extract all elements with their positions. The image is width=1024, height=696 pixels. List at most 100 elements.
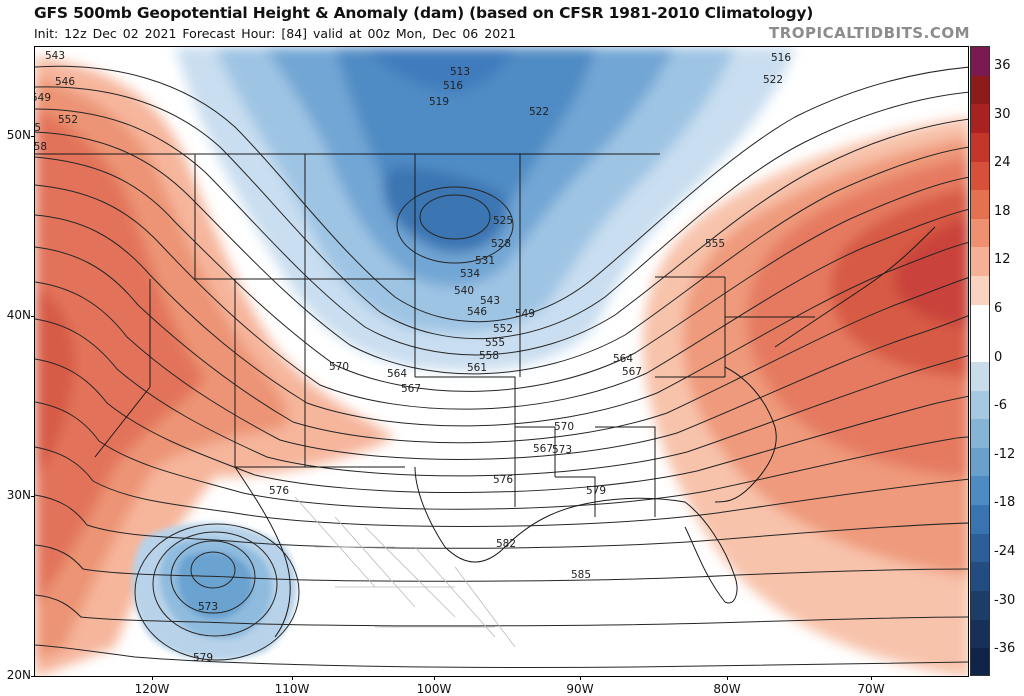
lat-label-30n: 30N	[6, 488, 31, 502]
colorbar-segment	[971, 505, 989, 534]
anomaly-colorbar	[970, 46, 990, 676]
colorbar-segment	[971, 190, 989, 219]
lon-tick	[434, 677, 435, 680]
brand-watermark: TROPICALTIDBITS.COM	[769, 24, 970, 42]
colorbar-label: 6	[994, 301, 1003, 316]
lon-tick	[871, 677, 872, 680]
contour-label: 522	[529, 106, 549, 118]
lat-tick	[31, 676, 34, 677]
contour-label: 558	[35, 141, 47, 153]
colorbar-segment	[971, 590, 989, 620]
contour-label: 567	[533, 443, 553, 455]
contour-label: 579	[193, 652, 213, 664]
contour-label: 540	[454, 285, 474, 297]
mexico-boundaries	[294, 496, 516, 648]
contour-label: 558	[479, 350, 499, 362]
contour-label: 579	[586, 485, 606, 497]
lon-label-90w: 90W	[566, 682, 594, 696]
colorbar-label: 24	[994, 155, 1011, 171]
colorbar-label: 30	[994, 106, 1011, 122]
anomaly-map: 543 546 549 552 555 558 513 516 519 522 …	[34, 46, 969, 677]
colorbar-segment	[971, 218, 989, 248]
contour-label: 522	[763, 74, 783, 86]
colorbar-segment	[971, 419, 989, 448]
contour-label: 567	[622, 366, 642, 378]
positive-anomaly-east	[642, 117, 968, 676]
contour-label: 564	[613, 353, 633, 365]
colorbar-label: 0	[994, 349, 1003, 365]
positive-anomaly-west	[35, 57, 395, 676]
contour-label: 573	[198, 601, 218, 613]
colorbar-segment	[971, 276, 989, 305]
lat-label-40n: 40N	[6, 308, 31, 322]
contour-label: 543	[45, 50, 65, 62]
negative-anomaly-cutoff-low	[132, 523, 297, 661]
contour-label: 525	[493, 215, 513, 227]
political-boundaries	[35, 153, 936, 638]
contour-label: 555	[35, 122, 41, 134]
lon-label-70w: 70W	[857, 682, 885, 696]
lat-label-50n: 50N	[6, 128, 31, 142]
contour-label: 546	[55, 76, 75, 88]
colorbar-segment	[971, 333, 989, 362]
colorbar-segment	[971, 247, 989, 276]
contour-label: 555	[485, 337, 505, 349]
colorbar-segment	[971, 447, 989, 477]
lon-tick	[152, 677, 153, 680]
lon-label-80w: 80W	[713, 682, 741, 696]
contour-label: 549	[35, 92, 51, 104]
colorbar-label: 36	[994, 58, 1011, 73]
lon-label-110w: 110W	[274, 682, 310, 696]
colorbar-segment	[971, 390, 989, 420]
contour-label: 528	[491, 238, 511, 250]
colorbar-segment	[971, 161, 989, 191]
chart-subtitle: Init: 12z Dec 02 2021 Forecast Hour: [84…	[34, 26, 517, 41]
colorbar-label: 12	[994, 252, 1011, 268]
contour-label: 570	[329, 361, 349, 373]
lon-label-120w: 120W	[134, 682, 170, 696]
contour-label: 531	[475, 255, 495, 267]
contour-label: 546	[467, 306, 487, 318]
contour-label: 543	[480, 295, 500, 307]
contour-label: 573	[552, 444, 572, 456]
colorbar-label: -6	[994, 398, 1007, 414]
contour-label: 555	[705, 238, 725, 250]
contour-label: 519	[429, 96, 449, 108]
contour-label: 576	[493, 474, 513, 486]
contour-label: 552	[58, 114, 78, 126]
lon-tick	[292, 677, 293, 680]
colorbar-segment	[971, 619, 989, 649]
contour-label: 552	[493, 323, 513, 335]
colorbar-segment	[971, 304, 989, 334]
contour-labels: 543 546 549 552 555 558 513 516 519 522 …	[35, 50, 791, 664]
chart-title: GFS 500mb Geopotential Height & Anomaly …	[34, 4, 814, 22]
lat-tick	[31, 316, 34, 317]
contour-label: 513	[450, 66, 470, 78]
contour-label: 570	[554, 421, 574, 433]
colorbar-label: -12	[994, 446, 1016, 462]
colorbar-label: 18	[994, 203, 1011, 219]
map-canvas: 543 546 549 552 555 558 513 516 519 522 …	[35, 47, 968, 676]
height-contours	[35, 65, 968, 669]
colorbar-label: -18	[994, 495, 1016, 511]
colorbar-label: -30	[994, 592, 1016, 608]
lon-label-100w: 100W	[416, 682, 452, 696]
contour-label: 534	[460, 268, 480, 280]
colorbar-segment	[971, 361, 989, 391]
colorbar-segment	[971, 648, 989, 675]
colorbar-label: -24	[994, 544, 1016, 559]
contour-label: 582	[496, 538, 516, 550]
colorbar-segment	[971, 476, 989, 505]
colorbar-segment	[971, 47, 989, 76]
contour-label: 576	[269, 485, 289, 497]
colorbar-segment	[971, 132, 989, 162]
contour-label: 567	[401, 383, 421, 395]
contour-label: 516	[443, 80, 463, 92]
colorbar-label: -36	[994, 641, 1016, 657]
contour-label: 561	[467, 362, 487, 374]
negative-anomaly-trough	[175, 47, 795, 371]
contour-label: 564	[387, 368, 407, 380]
contour-label: 585	[571, 569, 591, 581]
lat-label-20n: 20N	[6, 668, 31, 682]
lat-tick	[31, 496, 34, 497]
